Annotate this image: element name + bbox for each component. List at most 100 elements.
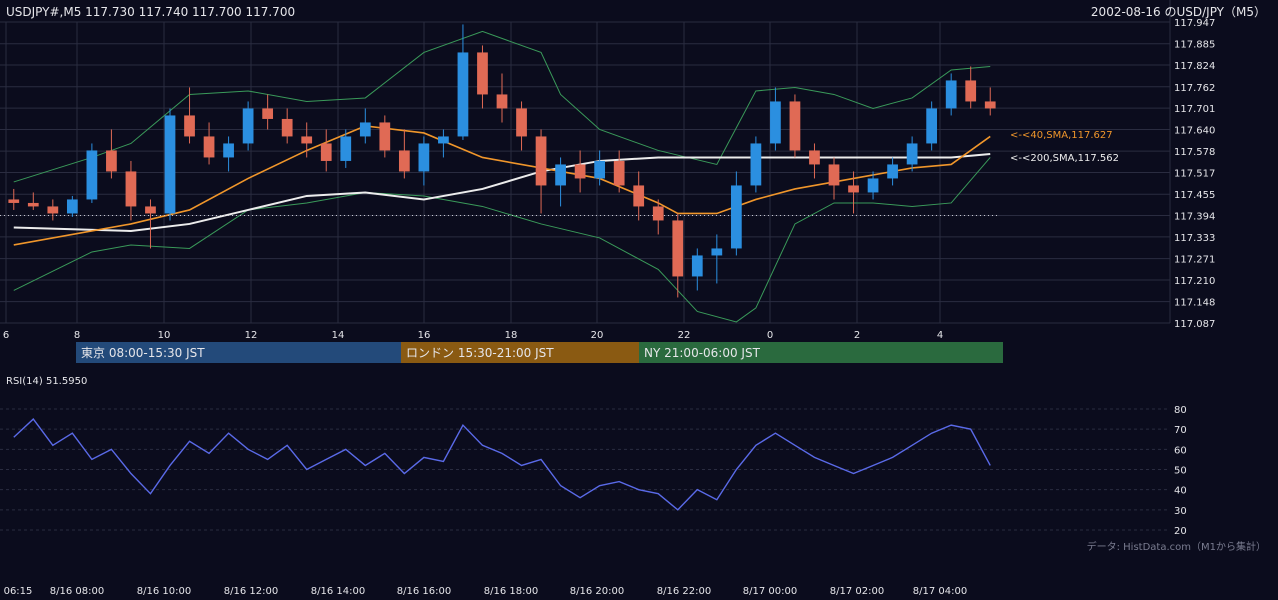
candle-body xyxy=(359,122,371,137)
time-tick-label: 8/16 10:00 xyxy=(137,586,191,597)
sma40-path xyxy=(13,125,991,246)
time-tick-label: 8/17 00:00 xyxy=(743,586,797,597)
candle-body xyxy=(672,220,684,277)
candle-body xyxy=(262,108,274,119)
price-tick-label: 117.885 xyxy=(1174,40,1215,51)
chart-title: 2002-08-16 のUSD/JPY（M5） xyxy=(1091,5,1266,19)
x-axis-upper: 6 8 10 12 14 16 18 20 22 0 2 4 xyxy=(3,330,943,341)
candle-body xyxy=(27,202,39,207)
bollinger-bands xyxy=(13,30,991,323)
x-tick-label: 0 xyxy=(767,330,773,341)
time-tick-label: 8/16 12:00 xyxy=(224,586,278,597)
source-note: データ: HistData.com（M1から集計） xyxy=(1087,540,1266,553)
candle-body xyxy=(652,206,664,221)
candle-body xyxy=(828,164,840,186)
candle-body xyxy=(184,115,195,137)
candle-body xyxy=(809,150,820,165)
x-axis-lower: 06:15 8/16 08:00 8/16 10:00 8/16 12:00 8/16 … xyxy=(4,586,968,597)
ohlc-info: USDJPY#,M5 117.730 117.740 117.700 117.7… xyxy=(6,5,295,19)
rsi-grid xyxy=(0,408,1170,531)
candle-body xyxy=(613,160,625,186)
candle-body xyxy=(711,248,723,256)
session-ny xyxy=(639,342,1003,363)
x-tick-label: 20 xyxy=(591,330,604,341)
x-tick-label: 22 xyxy=(678,330,691,341)
session-ny-label: NY 21:00-06:00 JST xyxy=(644,346,761,360)
candle-body xyxy=(516,108,527,137)
rsi-tick-label: 50 xyxy=(1174,466,1187,477)
sma40-label: <-<40,SMA,117.627 xyxy=(1010,130,1113,141)
sma200-label: <-<200,SMA,117.562 xyxy=(1010,153,1119,164)
time-tick-label: 8/16 16:00 xyxy=(397,586,451,597)
session-tokyo-label: 東京 08:00-15:30 JST xyxy=(81,346,205,360)
candle-body xyxy=(848,185,859,193)
price-tick-label: 117.271 xyxy=(1174,255,1215,266)
candle-body xyxy=(106,150,117,172)
candle-body xyxy=(477,52,488,95)
candle-body xyxy=(906,143,918,165)
price-axis: 117.947 117.885 117.824 117.762 117.701 117.6… xyxy=(1174,18,1215,330)
x-tick-label: 10 xyxy=(158,330,171,341)
candle-body xyxy=(867,178,879,193)
candle-body xyxy=(242,108,254,144)
session-bar: 東京 08:00-15:30 JST ロンドン 15:30-21:00 JST … xyxy=(76,342,1003,363)
candle-body xyxy=(457,52,469,137)
candle-body xyxy=(203,136,215,158)
candle-body xyxy=(965,80,977,102)
rsi-tick-label: 60 xyxy=(1174,445,1187,456)
x-tick-label: 12 xyxy=(245,330,258,341)
session-london xyxy=(401,342,639,363)
rsi-label: RSI(14) 51.5950 xyxy=(6,376,87,387)
x-tick-label: 4 xyxy=(937,330,943,341)
x-tick-label: 16 xyxy=(418,330,431,341)
candle-body xyxy=(301,136,313,144)
time-tick-label: 8/17 04:00 xyxy=(913,586,967,597)
candle-body xyxy=(730,185,742,249)
x-tick-label: 8 xyxy=(74,330,80,341)
candle-body xyxy=(320,143,332,161)
candle-body xyxy=(574,164,586,179)
candle-body xyxy=(887,164,898,179)
rsi-tick-label: 80 xyxy=(1174,405,1187,416)
rsi-line xyxy=(13,418,991,511)
session-tokyo xyxy=(76,342,401,363)
rsi-axis: 80 70 60 50 40 30 20 xyxy=(1174,405,1187,537)
candle-body xyxy=(340,136,352,161)
candle-body xyxy=(535,136,547,186)
candle-body xyxy=(691,255,703,277)
price-tick-label: 117.762 xyxy=(1174,83,1215,94)
candle-body xyxy=(594,160,606,179)
candle-body xyxy=(750,143,762,186)
candle-body xyxy=(984,101,996,109)
x-tick-label: 6 xyxy=(3,330,9,341)
candle-body xyxy=(555,164,566,186)
candle-body xyxy=(418,143,430,172)
sma40-line xyxy=(13,125,991,246)
candle-body xyxy=(770,101,781,144)
candle-body xyxy=(125,171,137,207)
candle-body xyxy=(145,206,156,214)
time-tick-label: 8/16 20:00 xyxy=(570,586,624,597)
candle-body xyxy=(789,101,801,151)
x-tick-label: 18 xyxy=(505,330,518,341)
time-tick-label: 8/16 08:00 xyxy=(50,586,104,597)
price-tick-label: 117.210 xyxy=(1174,276,1215,287)
time-tick-label: 8/16 18:00 xyxy=(484,586,538,597)
candle-body xyxy=(8,199,20,203)
rsi-tick-label: 30 xyxy=(1174,506,1187,517)
x-tick-label: 14 xyxy=(332,330,345,341)
candle-body xyxy=(398,150,410,172)
price-tick-label: 117.148 xyxy=(1174,298,1215,309)
candle-body xyxy=(223,143,234,158)
price-tick-label: 117.640 xyxy=(1174,125,1215,136)
candle-body xyxy=(926,108,938,144)
price-tick-label: 117.394 xyxy=(1174,212,1215,223)
rsi-tick-label: 70 xyxy=(1174,425,1187,436)
session-london-label: ロンドン 15:30-21:00 JST xyxy=(406,346,554,360)
time-tick-label: 8/16 22:00 xyxy=(657,586,711,597)
candle-body xyxy=(379,122,391,151)
bollinger-upper xyxy=(13,30,991,183)
time-tick-label: 8/16 14:00 xyxy=(311,586,365,597)
